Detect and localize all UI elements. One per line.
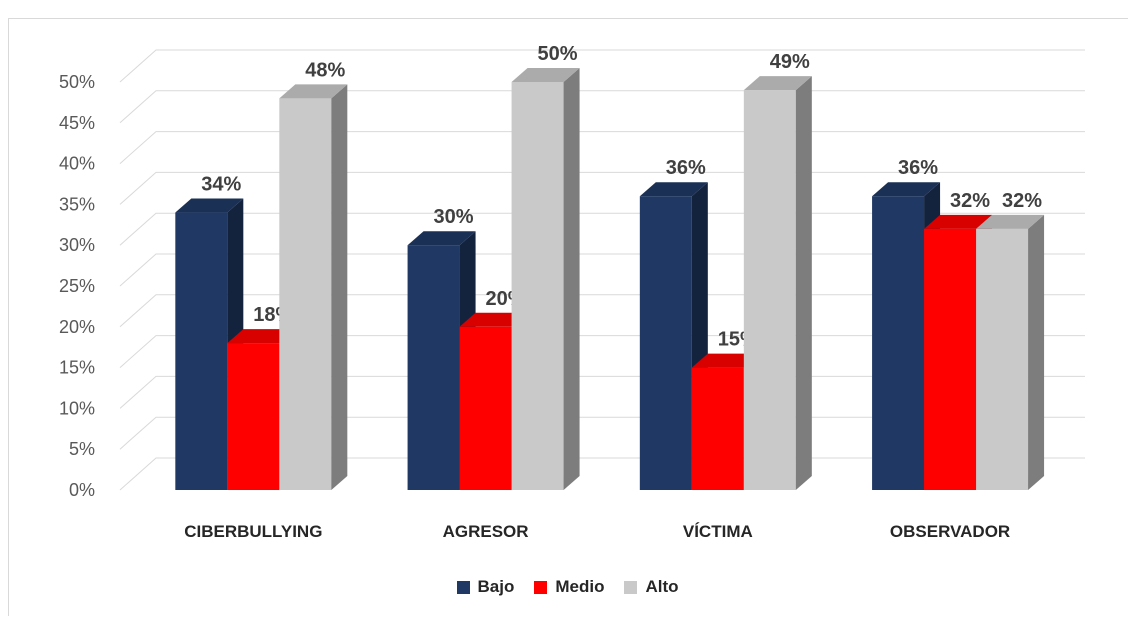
bar-side <box>795 76 812 490</box>
bar <box>976 228 1029 490</box>
bar <box>407 245 460 490</box>
bar <box>175 212 228 490</box>
legend-swatch-bajo <box>456 580 470 594</box>
y-tick-label: 35% <box>59 194 95 214</box>
legend-item-medio: Medio <box>534 577 604 597</box>
y-tick-label: 5% <box>69 439 95 459</box>
x-tick-label: AGRESOR <box>443 522 529 541</box>
data-label: 36% <box>898 157 938 179</box>
gridline <box>119 90 1085 124</box>
gridline <box>119 171 1085 205</box>
chart-frame <box>8 18 1128 616</box>
legend-label-alto: Alto <box>645 577 679 596</box>
bar-side <box>563 68 580 490</box>
bar-side <box>1028 214 1045 490</box>
y-tick-label: 15% <box>59 358 95 378</box>
x-tick-label: VÍCTIMA <box>683 522 753 541</box>
y-tick-label: 25% <box>59 276 95 296</box>
data-label: 36% <box>666 157 706 179</box>
bar-top <box>691 353 760 368</box>
y-tick-label: 40% <box>59 154 95 174</box>
gridline <box>119 131 1085 164</box>
y-tick-label: 30% <box>59 235 95 255</box>
bar-top <box>279 84 348 99</box>
bar-top <box>976 214 1045 229</box>
y-tick-label: 50% <box>59 72 95 92</box>
y-tick-label: 20% <box>59 317 95 337</box>
gridline <box>119 49 1085 83</box>
legend-item-alto: Alto <box>624 577 679 597</box>
y-tick-label: 0% <box>69 480 95 500</box>
data-label: 48% <box>305 59 345 81</box>
y-tick-label: 10% <box>59 398 95 418</box>
legend-swatch-medio <box>534 580 548 594</box>
x-tick-label: OBSERVADOR <box>890 522 1010 541</box>
legend-label-bajo: Bajo <box>477 577 515 596</box>
bar <box>459 326 512 490</box>
bar <box>511 82 564 490</box>
bar-top <box>407 231 476 246</box>
bar-top <box>639 182 708 197</box>
bar-top <box>459 312 528 327</box>
data-label: 32% <box>1002 190 1042 212</box>
bar <box>279 98 332 490</box>
data-label: 50% <box>538 43 578 65</box>
bar-side <box>331 84 348 490</box>
y-tick-label: 45% <box>59 113 95 133</box>
bar <box>227 343 280 490</box>
bar <box>691 367 744 490</box>
bar-top <box>924 214 993 229</box>
legend-item-bajo: Bajo <box>456 577 515 597</box>
bar <box>639 196 692 491</box>
data-label: 34% <box>201 174 241 196</box>
data-label: 32% <box>950 190 990 212</box>
legend-swatch-alto <box>624 580 638 594</box>
data-label: 49% <box>770 51 810 73</box>
bar-top <box>511 68 580 82</box>
data-label: 30% <box>434 206 474 228</box>
bar-top <box>227 329 296 344</box>
bar-top <box>872 182 941 197</box>
x-tick-label: CIBERBULLYING <box>184 522 322 541</box>
legend: Bajo Medio Alto <box>0 577 1135 597</box>
bar-top <box>743 76 812 91</box>
bar-top <box>175 198 244 213</box>
legend-label-medio: Medio <box>555 577 605 596</box>
bar <box>924 228 977 490</box>
bar <box>743 90 796 490</box>
bar <box>872 196 925 491</box>
